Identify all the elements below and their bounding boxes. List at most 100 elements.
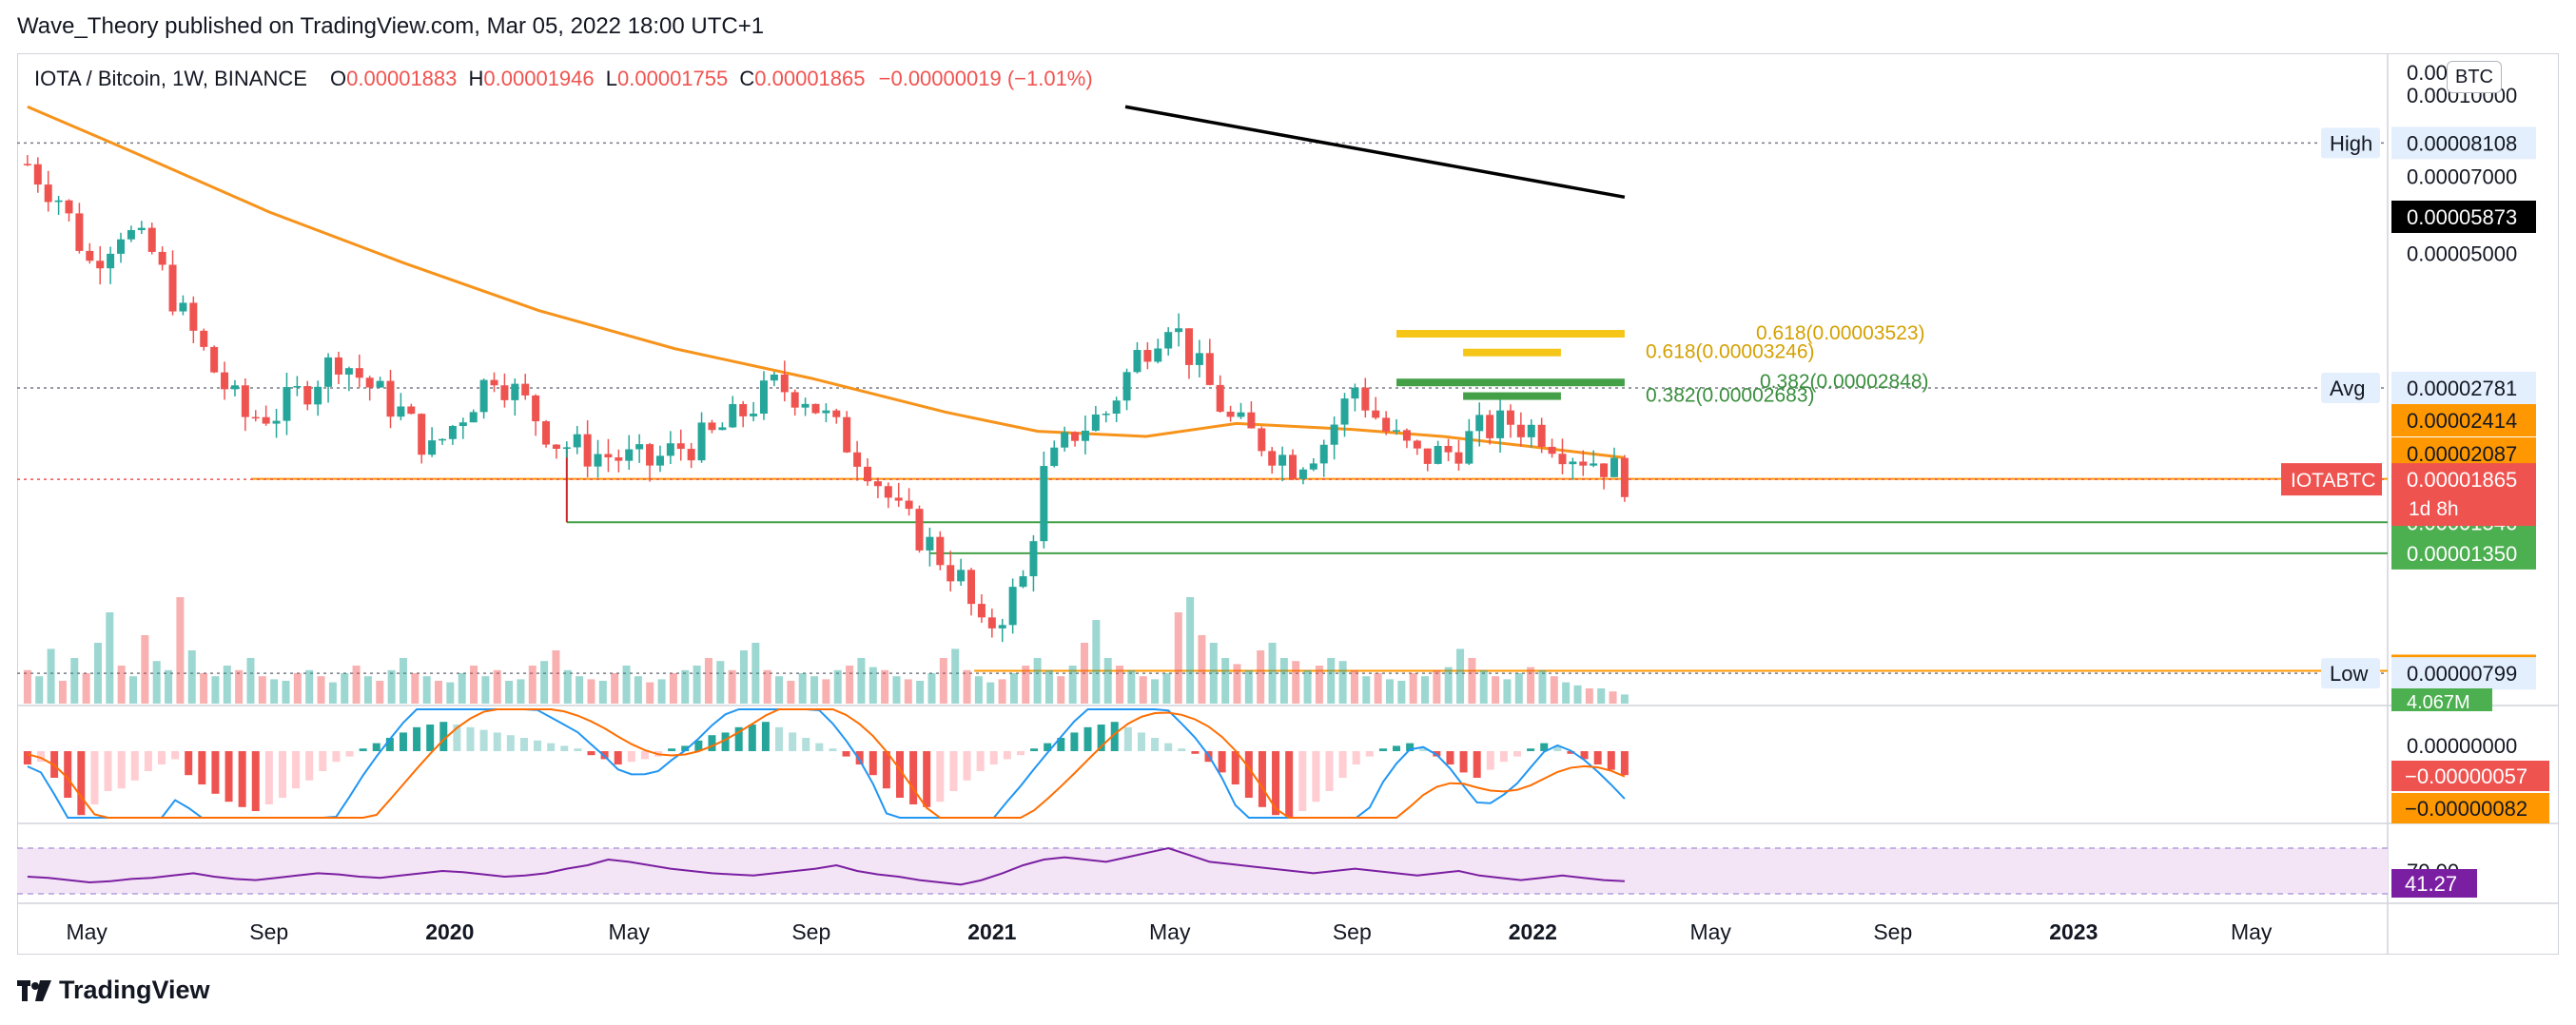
macd-hist-bar xyxy=(211,751,220,794)
volume-bar xyxy=(1103,658,1112,704)
macd-hist-bar xyxy=(1325,751,1334,791)
candle-body xyxy=(615,457,623,461)
volume-bar xyxy=(328,682,337,704)
volume-bar xyxy=(1033,658,1042,704)
macd-hist-bar xyxy=(1003,751,1011,760)
candle-body xyxy=(1372,410,1380,418)
volume-bar xyxy=(1303,669,1312,704)
volume-bar xyxy=(1479,669,1488,704)
currency-button[interactable]: BTC xyxy=(2447,61,2502,93)
candle-body xyxy=(1506,410,1514,425)
volume-bar xyxy=(1433,669,1441,704)
macd-hist-bar xyxy=(587,751,595,756)
volume-bar xyxy=(387,669,396,704)
volume-bar xyxy=(293,673,302,704)
volume-bar xyxy=(235,669,244,704)
candle-body xyxy=(1226,411,1235,417)
candle-body xyxy=(718,427,727,431)
volume-bar xyxy=(446,682,455,704)
level-tag-bg xyxy=(2321,658,2380,689)
x-tick-label: 2023 xyxy=(2049,919,2098,944)
volume-bar xyxy=(258,676,266,704)
fib-zone xyxy=(1396,330,1625,338)
macd-hist-bar xyxy=(64,751,72,798)
macd-hist-bar xyxy=(895,751,904,798)
candle-body xyxy=(1184,328,1193,365)
candle-body xyxy=(397,406,405,417)
candle-body xyxy=(666,443,674,456)
signal-line xyxy=(27,708,1626,819)
candle-body xyxy=(967,570,976,605)
candle-body xyxy=(1029,541,1038,577)
macd-hist-bar xyxy=(627,751,635,763)
volume-bar xyxy=(458,673,466,704)
candle-body xyxy=(573,434,581,448)
candle-body xyxy=(1486,415,1494,438)
tradingview-logo[interactable]: TradingView xyxy=(17,976,210,1005)
macd-hist-bar xyxy=(251,751,260,811)
symbol-tag-bg xyxy=(2281,463,2382,496)
volume-bar xyxy=(82,673,90,704)
volume-bar xyxy=(129,676,138,704)
candle-body xyxy=(604,454,613,458)
fib-label: 0.382(0.00002848) xyxy=(1760,371,1929,393)
candle-body xyxy=(1496,410,1505,438)
candle-body xyxy=(365,377,374,388)
candle-body xyxy=(1475,415,1484,432)
candle-body xyxy=(987,617,996,629)
publisher-line: Wave_Theory published on TradingView.com… xyxy=(17,13,765,39)
rsi-value-label: 41.27 xyxy=(2405,872,2457,896)
volume-bar xyxy=(1009,673,1018,704)
candle-body xyxy=(1537,424,1546,447)
volume-bar xyxy=(270,679,279,704)
volume-bar xyxy=(246,658,255,704)
candle-body xyxy=(790,392,799,408)
macd-hist-bar xyxy=(292,751,301,789)
volume-label-bg xyxy=(2391,688,2492,711)
volume-bar xyxy=(1221,658,1230,704)
candle-body xyxy=(1278,454,1287,466)
volume-bar xyxy=(341,673,349,704)
legend-low: 0.00001755 xyxy=(617,67,729,90)
candle-body xyxy=(583,434,592,467)
macd-hist-bar xyxy=(1473,751,1481,778)
candle-body xyxy=(23,164,31,165)
volume-bar xyxy=(23,669,31,704)
macd-hist-bar xyxy=(130,751,139,781)
candle-body xyxy=(822,410,830,414)
candle-body xyxy=(469,412,478,423)
candle-body xyxy=(448,426,457,439)
volume-bar xyxy=(1421,676,1430,704)
moving-average-line xyxy=(27,105,1626,459)
candle-body xyxy=(168,264,177,312)
volume-bar xyxy=(1550,676,1558,704)
candle-body xyxy=(127,230,135,240)
volume-bar xyxy=(505,681,514,704)
macd-hist-bar xyxy=(90,751,99,804)
volume-bar xyxy=(411,673,420,704)
candle-body xyxy=(334,357,342,375)
macd-hist-bar xyxy=(238,751,246,807)
volume-bar xyxy=(481,676,490,704)
candle-body xyxy=(1393,430,1401,432)
y-tick-label-top: 0.00 xyxy=(2407,61,2448,85)
volume-bar xyxy=(528,666,537,704)
macd-hist-bar xyxy=(1513,751,1522,757)
candle-body xyxy=(1061,432,1069,448)
macd-hist-bar xyxy=(1044,743,1052,751)
macd-hist-bar xyxy=(37,751,46,763)
tradingview-logo-text: TradingView xyxy=(59,976,210,1004)
macd-hist-bar xyxy=(1567,751,1575,754)
macd-hist-bar xyxy=(413,726,421,751)
x-tick-label: Sep xyxy=(1873,919,1912,944)
candle-body xyxy=(107,253,115,269)
volume-bar xyxy=(598,681,607,704)
candle-body xyxy=(1527,424,1535,437)
macd-hist-bar xyxy=(923,751,931,807)
volume-bar xyxy=(563,669,572,704)
rsi-band xyxy=(17,848,2388,894)
candle-body xyxy=(1309,463,1317,470)
volume-bar xyxy=(1573,685,1582,704)
volume-bar xyxy=(1562,682,1571,704)
